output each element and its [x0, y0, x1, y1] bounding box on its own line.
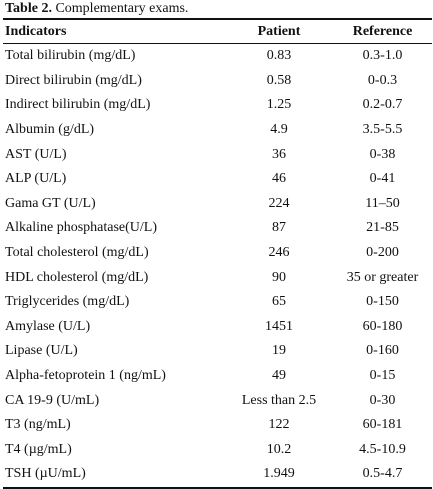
reference-range-cell: 0-160	[366, 343, 399, 359]
table-row: Lipase (U/L) 19 0-160	[3, 339, 432, 364]
reference-range-cell: 3.5-5.5	[362, 122, 403, 138]
reference-range-cell: 0-15	[369, 368, 396, 384]
indicator-cell: Lipase (U/L)	[5, 343, 78, 359]
patient-value-cell: 224	[268, 195, 290, 211]
patient-value-cell: Less than 2.5	[241, 392, 317, 408]
table-row: T4 (µg/mL) 10.2 4.5-10.9	[3, 438, 432, 463]
reference-range-cell: 60-181	[362, 417, 403, 433]
patient-value-cell: 1451	[265, 318, 293, 334]
reference-range-cell: 11–50	[365, 195, 400, 211]
indicator-cell: Albumin (g/dL)	[5, 122, 95, 138]
table-row: Indirect bilirubin (mg/dL) 1.25 0.2-0.7	[3, 93, 432, 118]
patient-value-cell: 1.25	[266, 97, 292, 113]
reference-range-cell: 60-180	[362, 318, 403, 334]
patient-value-cell: 90	[272, 269, 286, 285]
table-row: Alpha-fetoprotein 1 (ng/mL) 49 0-15	[3, 364, 432, 389]
table-header: Indicators Patient Reference	[3, 18, 432, 44]
patient-value-cell: 87	[272, 220, 286, 236]
reference-range-cell: 35 or greater	[346, 269, 419, 285]
patient-value-cell: 0.83	[266, 48, 292, 64]
indicator-cell: T4 (µg/mL)	[5, 441, 72, 457]
indicator-cell: CA 19-9 (U/mL)	[5, 392, 100, 408]
indicator-cell: Triglycerides (mg/dL)	[5, 294, 130, 310]
patient-value-cell: 10.2	[266, 441, 292, 457]
patient-value-cell: 49	[272, 368, 286, 384]
reference-range-cell: 4.5-10.9	[359, 441, 406, 457]
table-caption-text: Complementary exams.	[51, 1, 189, 16]
patient-value-cell: 122	[268, 417, 290, 433]
table-row: TSH (µU/mL) 1.949 0.5-4.7	[3, 462, 432, 489]
reference-range-cell: 21-85	[366, 220, 399, 236]
header-patient: Patient	[225, 18, 333, 44]
table-row: Total cholesterol (mg/dL) 246 0-200	[3, 241, 432, 266]
indicator-cell: TSH (µU/mL)	[3, 462, 225, 489]
indicator-cell: Indirect bilirubin (mg/dL)	[5, 97, 151, 113]
reference-range-cell: 0-30	[369, 392, 396, 408]
indicator-cell: Alkaline phosphatase(U/L)	[5, 220, 158, 236]
complementary-exams-table: Indicators Patient Reference Total bilir…	[3, 18, 432, 489]
indicator-cell: Amylase (U/L)	[5, 318, 91, 334]
reference-range-cell: 0.3-1.0	[362, 48, 403, 64]
patient-value-cell: 0.58	[266, 72, 292, 88]
reference-range-cell: 0.2-0.7	[362, 97, 403, 113]
patient-value-cell: 1.949	[225, 462, 333, 489]
indicator-cell: ALP (U/L)	[5, 171, 67, 187]
indicator-cell: Total cholesterol (mg/dL)	[5, 245, 149, 261]
header-reference: Reference	[333, 18, 432, 44]
table-row: Gama GT (U/L) 224 11–50	[3, 192, 432, 217]
header-indicators: Indicators	[3, 18, 225, 44]
indicator-cell: T3 (ng/mL)	[5, 417, 71, 433]
reference-range-cell: 0-38	[369, 146, 396, 162]
reference-range-cell: 0-150	[366, 294, 399, 310]
table-row: HDL cholesterol (mg/dL) 90 35 or greater	[3, 265, 432, 290]
reference-range-cell: 0.5-4.7	[333, 462, 432, 489]
table-row: Albumin (g/dL) 4.9 3.5-5.5	[3, 118, 432, 143]
indicator-cell: Gama GT (U/L)	[5, 195, 96, 211]
indicator-cell: Total bilirubin (mg/dL)	[5, 48, 136, 64]
patient-value-cell: 246	[268, 245, 290, 261]
patient-value-cell: 36	[272, 146, 286, 162]
table-row: Amylase (U/L) 1451 60-180	[3, 315, 432, 340]
table-caption: Table 2. Complementary exams.	[3, 0, 430, 18]
indicator-cell: HDL cholesterol (mg/dL)	[5, 269, 149, 285]
table-row: CA 19-9 (U/mL) Less than 2.5 0-30	[3, 388, 432, 413]
patient-value-cell: 46	[272, 171, 286, 187]
table-row: Total bilirubin (mg/dL) 0.83 0.3-1.0	[3, 44, 432, 69]
table-row: Direct bilirubin (mg/dL) 0.58 0-0.3	[3, 69, 432, 94]
table-row: Triglycerides (mg/dL) 65 0-150	[3, 290, 432, 315]
table-row: T3 (ng/mL) 122 60-181	[3, 413, 432, 438]
patient-value-cell: 19	[272, 343, 286, 359]
indicator-cell: Alpha-fetoprotein 1 (ng/mL)	[5, 368, 166, 384]
table-row: ALP (U/L) 46 0-41	[3, 167, 432, 192]
indicator-cell: AST (U/L)	[5, 146, 67, 162]
table-header-row: Indicators Patient Reference	[3, 18, 432, 44]
reference-range-cell: 0-0.3	[367, 72, 398, 88]
table-row: AST (U/L) 36 0-38	[3, 142, 432, 167]
table-body: Total bilirubin (mg/dL) 0.83 0.3-1.0 Direct…	[3, 44, 432, 489]
patient-value-cell: 65	[272, 294, 286, 310]
table-row: Alkaline phosphatase(U/L) 87 21-85	[3, 216, 432, 241]
patient-value-cell: 4.9	[270, 122, 288, 138]
table-caption-label: Table 2.	[5, 1, 52, 16]
indicator-cell: Direct bilirubin (mg/dL)	[5, 72, 142, 88]
reference-range-cell: 0-200	[366, 245, 399, 261]
reference-range-cell: 0-41	[369, 171, 396, 187]
